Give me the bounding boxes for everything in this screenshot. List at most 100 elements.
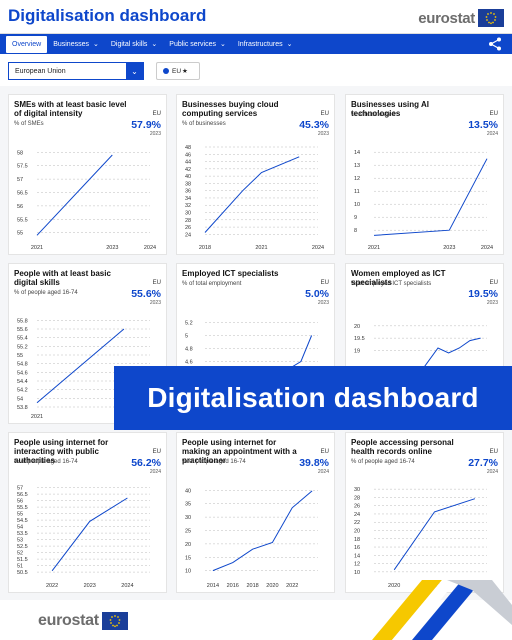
y-tick-label: 53 xyxy=(17,538,23,544)
kpi-card[interactable]: Businesses buying cloud computing servic… xyxy=(176,94,335,255)
card-year: 2023 xyxy=(149,300,161,306)
y-tick-label: 4.8 xyxy=(185,347,193,353)
tab-digital-skills[interactable]: Digital skills ⌄ xyxy=(105,34,163,54)
card-subtitle: % of SMEs xyxy=(14,121,44,127)
x-tick-label: 2023 xyxy=(106,245,118,251)
y-tick-label: 5 xyxy=(185,334,188,340)
y-tick-label: 53.5 xyxy=(17,531,28,537)
y-tick-label: 35 xyxy=(185,502,191,508)
y-tick-label: 14 xyxy=(354,150,360,156)
series-dot-icon xyxy=(163,68,169,74)
y-tick-label: 55 xyxy=(17,231,23,237)
tab-label: Overview xyxy=(12,40,42,48)
chevron-down-icon: ⌄ xyxy=(92,41,99,48)
card-value: 5.0% xyxy=(305,288,329,300)
card-title: People using internet for interacting wi… xyxy=(14,438,109,465)
x-tick-label: 2024 xyxy=(481,245,493,251)
tab-overview[interactable]: Overview xyxy=(6,35,48,53)
card-geo: EU xyxy=(320,111,329,117)
y-tick-label: 56.5 xyxy=(17,492,28,498)
eurostat-logo[interactable]: eurostat xyxy=(418,8,504,28)
kpi-card[interactable]: People using internet for interacting wi… xyxy=(8,432,167,593)
y-tick-label: 44 xyxy=(185,160,191,166)
y-tick-label: 18 xyxy=(354,537,360,543)
card-geo: EU xyxy=(152,111,161,117)
card-title: People with at least basic digital skill… xyxy=(14,269,111,287)
card-subtitle: % of people aged 16-74 xyxy=(14,290,78,296)
series-line xyxy=(36,154,113,236)
y-tick-label: 36 xyxy=(185,189,191,195)
kpi-card[interactable]: People using internet for making an appo… xyxy=(176,432,335,593)
card-subtitle: % of total employment xyxy=(182,281,242,287)
y-tick-label: 52 xyxy=(17,551,23,557)
card-value: 56.2% xyxy=(131,457,161,469)
tab-label: Digital skills xyxy=(110,40,148,48)
y-tick-label: 40 xyxy=(185,488,191,494)
x-tick-label: 2024 xyxy=(144,245,156,251)
geo-chip[interactable]: EU ★ xyxy=(156,62,200,80)
y-tick-label: 57 xyxy=(17,177,23,183)
card-subtitle: % of employed ICT specialists xyxy=(351,281,432,287)
line-chart: 55 55.5 56 56.5 57 57.5 58 2021 2023 2024 xyxy=(17,150,156,251)
y-tick-label: 30 xyxy=(354,487,360,493)
x-tick-label: 2020 xyxy=(388,583,400,589)
card-value: 19.5% xyxy=(468,288,498,300)
line-chart: 53.8 54 54.2 54.4 54.6 54.8 55 55.2 55.4 55.6 55.8… xyxy=(17,318,150,420)
tab-infrastructures[interactable]: Infrastructures ⌄ xyxy=(232,34,299,54)
card-year: 2024 xyxy=(149,469,161,475)
region-select[interactable]: European Union ⌄ xyxy=(8,62,144,80)
main-nav: Overview Businesses ⌄ Digital skills ⌄ Pub… xyxy=(0,34,512,54)
y-tick-label: 55 xyxy=(17,353,23,359)
region-select-value: European Union xyxy=(15,67,66,75)
y-tick-label: 15 xyxy=(185,555,191,561)
series-line xyxy=(51,497,128,572)
card-year: 2024 xyxy=(486,469,498,475)
y-tick-label: 55.5 xyxy=(17,217,28,223)
y-tick-label: 55.6 xyxy=(17,327,28,333)
y-tick-label: 30 xyxy=(185,211,191,217)
y-tick-label: 14 xyxy=(354,553,360,559)
y-tick-label: 20 xyxy=(354,529,360,535)
card-geo: EU xyxy=(489,449,498,455)
tab-label: Infrastructures xyxy=(237,40,283,48)
page-title: Digitalisation dashboard xyxy=(8,6,207,25)
kpi-card[interactable]: People accessing personal health records… xyxy=(345,432,504,593)
card-geo: EU xyxy=(489,111,498,117)
y-tick-label: 28 xyxy=(354,495,360,501)
filter-bar: European Union ⌄ EU ★ xyxy=(0,54,512,86)
y-tick-label: 54.6 xyxy=(17,370,28,376)
card-geo: EU xyxy=(320,449,329,455)
card-geo: EU xyxy=(320,280,329,286)
card-title: Women employed as ICT specialists xyxy=(351,269,446,287)
y-tick-label: 54.8 xyxy=(17,362,28,368)
tab-public-services[interactable]: Public services ⌄ xyxy=(163,34,232,54)
chevron-down-icon: ⌄ xyxy=(151,41,158,48)
y-tick-label: 26 xyxy=(185,225,191,231)
y-tick-label: 48 xyxy=(185,145,191,151)
card-title: SMEs with at least basic level of digita… xyxy=(14,100,127,118)
kpi-card[interactable]: SMEs with at least basic level of digita… xyxy=(8,94,167,255)
y-tick-label: 19.5 xyxy=(354,336,365,342)
x-tick-label: 2024 xyxy=(312,245,324,251)
y-tick-label: 52.5 xyxy=(17,544,28,550)
y-tick-label: 56.5 xyxy=(17,191,28,197)
y-tick-label: 56 xyxy=(17,204,23,210)
line-chart: 1012141618202224262830202020222024 xyxy=(354,487,487,589)
tab-businesses[interactable]: Businesses ⌄ xyxy=(47,34,105,54)
card-value: 39.8% xyxy=(299,457,329,469)
tab-label: Businesses xyxy=(53,40,89,48)
y-tick-label: 54 xyxy=(17,525,23,531)
kpi-card[interactable]: Businesses using AI technologies% of bus… xyxy=(345,94,504,255)
footer-logo: eurostat xyxy=(38,612,128,630)
y-tick-label: 53.8 xyxy=(17,405,28,411)
share-icon[interactable] xyxy=(488,37,502,56)
chevron-down-icon[interactable]: ⌄ xyxy=(126,63,143,79)
series-line xyxy=(204,156,300,233)
card-title: Businesses buying cloud computing servic… xyxy=(182,100,279,118)
y-tick-label: 55.2 xyxy=(17,344,28,350)
y-tick-label: 8 xyxy=(354,228,357,234)
chevron-down-icon: ⌄ xyxy=(286,41,293,48)
y-tick-label: 24 xyxy=(354,512,360,518)
card-year: 2023 xyxy=(486,300,498,306)
x-tick-label: 2021 xyxy=(31,245,43,251)
